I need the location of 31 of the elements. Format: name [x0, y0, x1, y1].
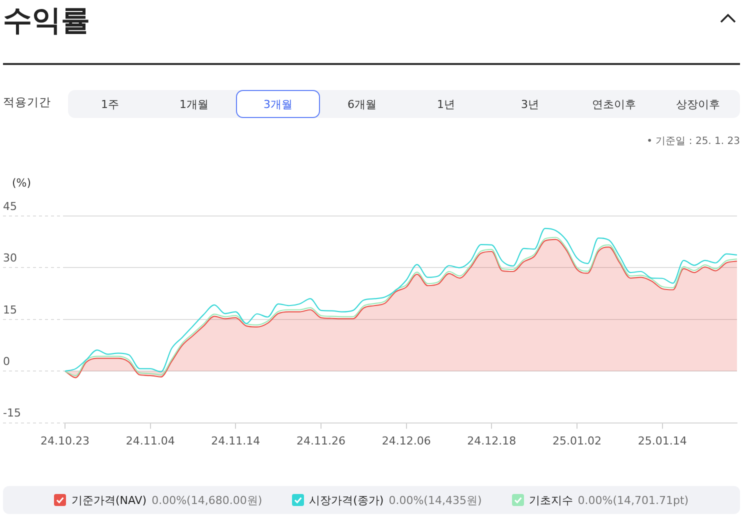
- text: 6개월: [346, 96, 378, 112]
- legend-label: 시장가격(종가): [309, 492, 384, 508]
- text: 1주: [100, 96, 120, 112]
- x-tick-label: 24.11.26: [296, 434, 346, 448]
- x-tick-label: 25.01.14: [638, 434, 687, 448]
- x-tick-label: 24.12.06: [382, 434, 431, 448]
- y-tick-label: 30: [3, 252, 17, 265]
- text: 3년: [520, 96, 540, 112]
- x-tick-label: 24.12.18: [467, 434, 516, 448]
- chart-title: 수익률: [3, 2, 90, 39]
- y-tick-label: -15: [3, 406, 21, 420]
- text: 0.00%(14,701.71pt): [578, 494, 689, 506]
- text: 1년: [436, 96, 456, 112]
- x-tick-label: 24.11.14: [211, 434, 260, 448]
- text: 상장이후: [675, 96, 721, 112]
- text: 0.00%(14,680.00원): [152, 492, 262, 508]
- y-tick-label: 15: [3, 303, 17, 316]
- y-axis-title: (%): [12, 176, 32, 190]
- x-tick-label: 24.10.23: [40, 434, 90, 448]
- text: • 기준일 : 25. 1. 23: [646, 135, 740, 148]
- text: 3개월: [236, 90, 320, 118]
- text: 1개월: [178, 96, 210, 112]
- x-tick-label: 24.11.04: [126, 434, 175, 448]
- x-tick-label: 25.01.02: [552, 434, 602, 448]
- y-tick-label: 45: [3, 200, 17, 213]
- legend-label: 기초지수: [528, 492, 573, 508]
- text: 0.00%(14,435원): [388, 492, 482, 508]
- text: 적용기간: [3, 95, 51, 110]
- text: 연초이후: [591, 96, 637, 112]
- y-tick-label: 0: [3, 354, 10, 368]
- legend-label: 기준가격(NAV): [71, 492, 147, 508]
